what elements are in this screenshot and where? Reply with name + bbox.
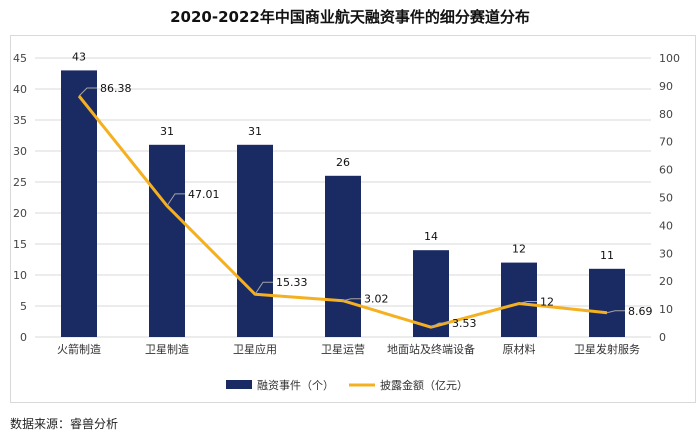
left-axis-tick: 10 — [13, 269, 27, 282]
line-value-label: 3.02 — [364, 293, 389, 306]
right-axis-tick: 80 — [659, 108, 673, 121]
right-axis-tick: 40 — [659, 219, 673, 232]
bar-value-label: 14 — [424, 230, 438, 243]
line-label-leader — [78, 87, 97, 97]
left-axis-tick: 5 — [20, 300, 27, 313]
legend-bar-label: 融资事件（个） — [257, 379, 334, 392]
line-label-leader — [518, 301, 537, 305]
right-axis-tick: 20 — [659, 275, 673, 288]
bar-value-label: 26 — [336, 156, 350, 169]
left-axis-tick: 20 — [13, 207, 27, 220]
line-value-label: 86.38 — [100, 82, 132, 95]
category-label: 火箭制造 — [57, 342, 101, 356]
category-label: 卫星运营 — [321, 342, 365, 356]
line-label-leader — [430, 322, 449, 328]
bar-value-label: 31 — [248, 125, 262, 138]
left-axis-tick: 15 — [13, 238, 27, 251]
line-label-leader — [606, 310, 625, 314]
bar — [61, 70, 97, 338]
right-axis-tick: 100 — [659, 52, 680, 65]
left-axis-tick: 0 — [20, 331, 27, 344]
data-source: 数据来源：睿兽分析 — [10, 417, 119, 431]
bar — [149, 144, 185, 337]
right-axis-tick: 30 — [659, 247, 673, 260]
category-label: 卫星发射服务 — [574, 342, 640, 356]
category-label: 原材料 — [503, 342, 536, 356]
line-value-label: 3.53 — [452, 317, 477, 330]
right-axis-tick: 0 — [659, 331, 666, 344]
bar — [237, 144, 273, 337]
left-axis-tick: 40 — [13, 83, 27, 96]
chart-title: 2020-2022年中国商业航天融资事件的细分赛道分布 — [170, 8, 530, 26]
bar-value-label: 43 — [72, 50, 86, 63]
left-axis-tick: 25 — [13, 176, 27, 189]
bar — [325, 175, 361, 337]
category-label: 地面站及终端设备 — [387, 342, 475, 356]
line-value-label: 12 — [540, 296, 554, 309]
right-axis-tick: 50 — [659, 192, 673, 205]
category-label: 卫星制造 — [145, 342, 189, 356]
line-value-label: 15.33 — [276, 276, 308, 289]
line-label-leader — [254, 281, 273, 295]
bar — [589, 268, 625, 337]
right-axis-tick: 90 — [659, 80, 673, 93]
bar — [501, 262, 537, 337]
line-label-leader — [166, 193, 185, 207]
category-label: 卫星应用 — [233, 342, 277, 356]
bar-value-label: 31 — [160, 125, 174, 138]
legend-line-label: 披露金额（亿元） — [380, 378, 468, 392]
bar-value-label: 11 — [600, 249, 614, 262]
line-value-label: 8.69 — [628, 305, 653, 318]
right-axis-tick: 70 — [659, 136, 673, 149]
legend-bar-swatch — [226, 380, 252, 389]
line-label-leader — [342, 298, 361, 302]
right-axis-tick: 10 — [659, 303, 673, 316]
right-axis-tick: 60 — [659, 164, 673, 177]
bar-value-label: 12 — [512, 243, 526, 256]
line-value-label: 47.01 — [188, 188, 220, 201]
chart-frame — [10, 35, 696, 403]
left-axis-tick: 30 — [13, 145, 27, 158]
left-axis-tick: 45 — [13, 52, 27, 65]
left-axis-tick: 35 — [13, 114, 27, 127]
